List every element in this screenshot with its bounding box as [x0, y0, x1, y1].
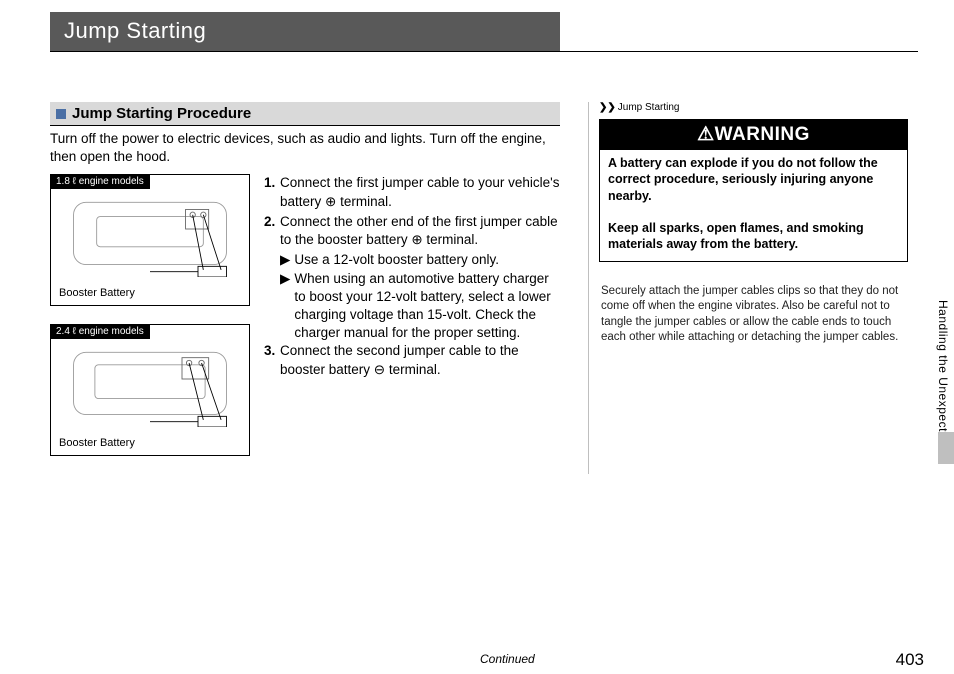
page-number: 403: [896, 650, 924, 670]
step-1-num: 1.: [264, 174, 280, 210]
step-list: 1. Connect the first jumper cable to you…: [264, 174, 560, 474]
body-row: 1.8 ℓ engine models: [50, 174, 570, 474]
engine-bay-diagram-icon: [59, 197, 241, 277]
step-1-text: Connect the first jumper cable to your v…: [280, 174, 560, 210]
crumb-arrow-icon: ❯❯: [599, 102, 616, 113]
figure-1: 1.8 ℓ engine models: [50, 174, 250, 306]
sidebar-note: Securely attach the jumper cables clips …: [599, 284, 908, 346]
figure-2-caption: Booster Battery: [59, 437, 135, 449]
step-1: 1. Connect the first jumper cable to you…: [264, 174, 560, 210]
step-2a-text: Use a 12-volt booster battery only.: [294, 251, 499, 269]
title-rule: [50, 51, 918, 52]
sidebar-crumb: ❯❯Jump Starting: [599, 102, 908, 113]
bullet-icon: ▶: [280, 251, 290, 269]
section-header: Jump Starting Procedure: [50, 102, 560, 126]
figure-1-caption: Booster Battery: [59, 287, 135, 299]
warning-header: ⚠WARNING: [600, 120, 907, 150]
manual-page: Jump Starting Jump Starting Procedure Tu…: [50, 12, 920, 662]
page-title-bar: Jump Starting: [50, 12, 560, 52]
figure-2-body: Booster Battery: [51, 325, 249, 455]
main-column: Jump Starting Procedure Turn off the pow…: [50, 102, 570, 474]
step-2-sub-a: ▶ Use a 12-volt booster battery only.: [280, 251, 560, 269]
continued-label: Continued: [480, 652, 535, 666]
warning-p2: Keep all sparks, open flames, and smokin…: [608, 220, 899, 253]
figure-2: 2.4 ℓ engine models: [50, 324, 250, 456]
engine-bay-diagram-icon: [59, 347, 241, 427]
content-columns: Jump Starting Procedure Turn off the pow…: [50, 102, 920, 474]
step-3-text: Connect the second jumper cable to the b…: [280, 342, 560, 378]
thumb-tab: [938, 432, 954, 464]
step-2: 2. Connect the other end of the first ju…: [264, 213, 560, 249]
step-2b-text: When using an automotive battery charger…: [294, 270, 560, 343]
step-2-num: 2.: [264, 213, 280, 249]
warning-p1: A battery can explode if you do not foll…: [608, 155, 899, 204]
step-2-text: Connect the other end of the first jumpe…: [280, 213, 560, 249]
section-intro: Turn off the power to electric devices, …: [50, 130, 560, 166]
warning-icon: ⚠: [697, 124, 715, 145]
step-2-sub-b: ▶ When using an automotive battery charg…: [280, 270, 560, 343]
section-bullet-icon: [56, 109, 66, 119]
crumb-text: Jump Starting: [618, 102, 680, 113]
step-3: 3. Connect the second jumper cable to th…: [264, 342, 560, 378]
figure-1-body: Booster Battery: [51, 175, 249, 305]
step-3-num: 3.: [264, 342, 280, 378]
warning-body: A battery can explode if you do not foll…: [600, 150, 907, 261]
bullet-icon: ▶: [280, 270, 290, 343]
warning-title: WARNING: [715, 124, 810, 145]
figure-stack: 1.8 ℓ engine models: [50, 174, 250, 474]
sidebar-column: ❯❯Jump Starting ⚠WARNING A battery can e…: [588, 102, 908, 474]
section-title: Jump Starting Procedure: [72, 105, 251, 122]
page-title: Jump Starting: [64, 18, 206, 43]
chapter-side-label: Handling the Unexpected: [936, 300, 950, 446]
warning-box: ⚠WARNING A battery can explode if you do…: [599, 119, 908, 262]
